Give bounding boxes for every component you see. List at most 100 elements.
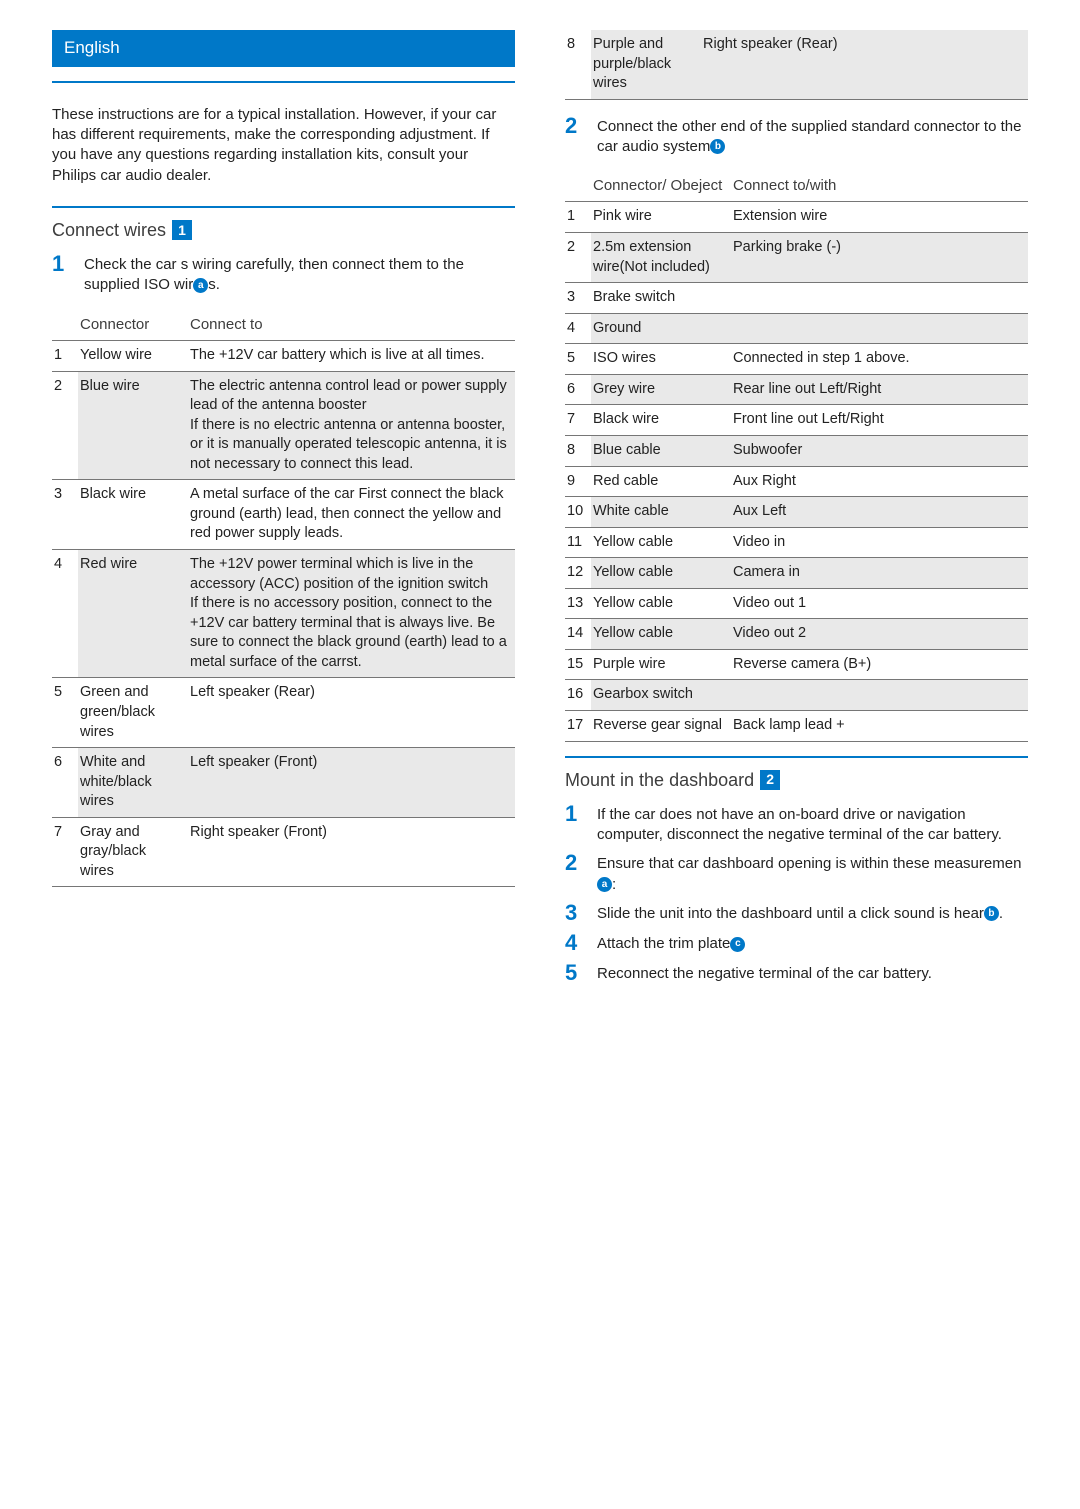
row-connect-to: Video in xyxy=(731,527,1028,558)
row-connect-to: Right speaker (Rear) xyxy=(701,30,1028,99)
th-connect-to: Connect to xyxy=(188,310,515,341)
row-index: 13 xyxy=(565,588,591,619)
row-index: 9 xyxy=(565,466,591,497)
table-row: 3Brake switch xyxy=(565,283,1028,314)
language-badge: English xyxy=(52,30,515,67)
row-connect-to: Video out 1 xyxy=(731,588,1028,619)
row-index: 12 xyxy=(565,558,591,589)
table-row: 16Gearbox switch xyxy=(565,680,1028,711)
row-connect-to: The +12V car battery which is live at al… xyxy=(188,340,515,371)
table-row: 6White and white/black wiresLeft speaker… xyxy=(52,748,515,818)
step-text-b: s. xyxy=(208,276,220,293)
row-connect-to xyxy=(731,313,1028,344)
step-number: 2 xyxy=(565,114,583,158)
ref-circle: a xyxy=(597,877,612,892)
step-text: Attach the trim platec xyxy=(597,931,1028,955)
ref-circle: b xyxy=(984,906,999,921)
table-row: 1Yellow wireThe +12V car battery which i… xyxy=(52,340,515,371)
row-connector: White cable xyxy=(591,497,731,528)
table-row: 15Purple wireReverse camera (B+) xyxy=(565,649,1028,680)
row-connector: Grey wire xyxy=(591,374,731,405)
table-row: 9Red cableAux Right xyxy=(565,466,1028,497)
step-text-a: Reconnect the negative terminal of the c… xyxy=(597,965,932,982)
row-connector: Gray and gray/black wires xyxy=(78,817,188,887)
step-item: 3 Slide the unit into the dashboard until… xyxy=(565,901,1028,925)
row-connector: ISO wires xyxy=(591,344,731,375)
row-index: 7 xyxy=(565,405,591,436)
row-connect-to: Connected in step 1 above. xyxy=(731,344,1028,375)
step-text: If the car does not have an on-board dri… xyxy=(597,802,1028,846)
row-connector: Yellow cable xyxy=(591,558,731,589)
step-text-a: If the car does not have an on-board dri… xyxy=(597,806,1002,843)
row-connector: Pink wire xyxy=(591,202,731,233)
row-index: 16 xyxy=(565,680,591,711)
row-index: 8 xyxy=(565,435,591,466)
row-index: 7 xyxy=(52,817,78,887)
row-connect-to xyxy=(731,283,1028,314)
table-row: 3Black wireA metal surface of the car Fi… xyxy=(52,480,515,550)
row-connect-to: A metal surface of the car First connect… xyxy=(188,480,515,550)
intro-text: These instructions are for a typical ins… xyxy=(52,105,515,186)
row-connect-to: Front line out Left/Right xyxy=(731,405,1028,436)
table-row: 6Grey wireRear line out Left/Right xyxy=(565,374,1028,405)
step-item: 4Attach the trim platec xyxy=(565,931,1028,955)
row-connector: Blue cable xyxy=(591,435,731,466)
row-index: 3 xyxy=(565,283,591,314)
step-text: Connect the other end of the supplied st… xyxy=(597,114,1028,158)
row-connect-to: Left speaker (Front) xyxy=(188,748,515,818)
divider xyxy=(52,206,515,208)
row-connector: Reverse gear signal xyxy=(591,711,731,742)
row-index: 6 xyxy=(565,374,591,405)
step-text-a: Slide the unit into the dashboard until … xyxy=(597,905,984,922)
figure-badge: 2 xyxy=(760,770,780,790)
step-number: 5 xyxy=(565,961,583,985)
table-row: 7Black wireFront line out Left/Right xyxy=(565,405,1028,436)
row-index: 10 xyxy=(565,497,591,528)
row-connector: Blue wire xyxy=(78,371,188,480)
connector-table-1-continued: 8Purple and purple/black wiresRight spea… xyxy=(565,30,1028,100)
step-text-a: Ensure that car dashboard opening is wit… xyxy=(597,855,1021,872)
table-row: 7Gray and gray/black wiresRight speaker … xyxy=(52,817,515,887)
table-row: 5ISO wiresConnected in step 1 above. xyxy=(565,344,1028,375)
table-row: 12Yellow cableCamera in xyxy=(565,558,1028,589)
row-connect-to: Back lamp lead + xyxy=(731,711,1028,742)
row-connector: 2.5m extension wire(Not included) xyxy=(591,233,731,283)
section-mount-dashboard: Mount in the dashboard 2 xyxy=(565,768,1028,792)
row-connector: Yellow wire xyxy=(78,340,188,371)
th-connect-to-with: Connect to/with xyxy=(731,171,1028,202)
row-index: 5 xyxy=(565,344,591,375)
row-connect-to: The +12V power terminal which is live in… xyxy=(188,550,515,678)
row-connect-to xyxy=(731,680,1028,711)
row-connector: White and white/black wires xyxy=(78,748,188,818)
row-connect-to: Rear line out Left/Right xyxy=(731,374,1028,405)
table-row: 4Red wireThe +12V power terminal which i… xyxy=(52,550,515,678)
row-connector: Red cable xyxy=(591,466,731,497)
row-index: 4 xyxy=(565,313,591,344)
row-connect-to: Aux Left xyxy=(731,497,1028,528)
section-title: Mount in the dashboard xyxy=(565,768,754,792)
row-connector: Green and green/black wires xyxy=(78,678,188,748)
row-connect-to: Extension wire xyxy=(731,202,1028,233)
row-connector: Purple and purple/black wires xyxy=(591,30,701,99)
table-row: 22.5m extension wire(Not included)Parkin… xyxy=(565,233,1028,283)
row-connector: Yellow cable xyxy=(591,619,731,650)
connector-table-2: Connector/ Obeject Connect to/with 1Pink… xyxy=(565,171,1028,741)
step-text: Reconnect the negative terminal of the c… xyxy=(597,961,1028,985)
step-number: 2 xyxy=(565,851,583,895)
table-row: 8Purple and purple/black wiresRight spea… xyxy=(565,30,1028,99)
step-text-b: . xyxy=(999,905,1003,922)
row-connect-to: Parking brake (-) xyxy=(731,233,1028,283)
th-connector-object: Connector/ Obeject xyxy=(591,171,731,202)
step-item: 2 Ensure that car dashboard opening is wi… xyxy=(565,851,1028,895)
step-number: 3 xyxy=(565,901,583,925)
step-text: Check the car s wiring carefully, then c… xyxy=(84,252,515,296)
ref-circle: c xyxy=(730,937,745,952)
row-index: 17 xyxy=(565,711,591,742)
table-row: 14Yellow cableVideo out 2 xyxy=(565,619,1028,650)
row-connect-to: Aux Right xyxy=(731,466,1028,497)
row-index: 8 xyxy=(565,30,591,99)
row-connector: Black wire xyxy=(78,480,188,550)
row-connect-to: Reverse camera (B+) xyxy=(731,649,1028,680)
row-connect-to: Subwoofer xyxy=(731,435,1028,466)
table-row: 17Reverse gear signalBack lamp lead + xyxy=(565,711,1028,742)
